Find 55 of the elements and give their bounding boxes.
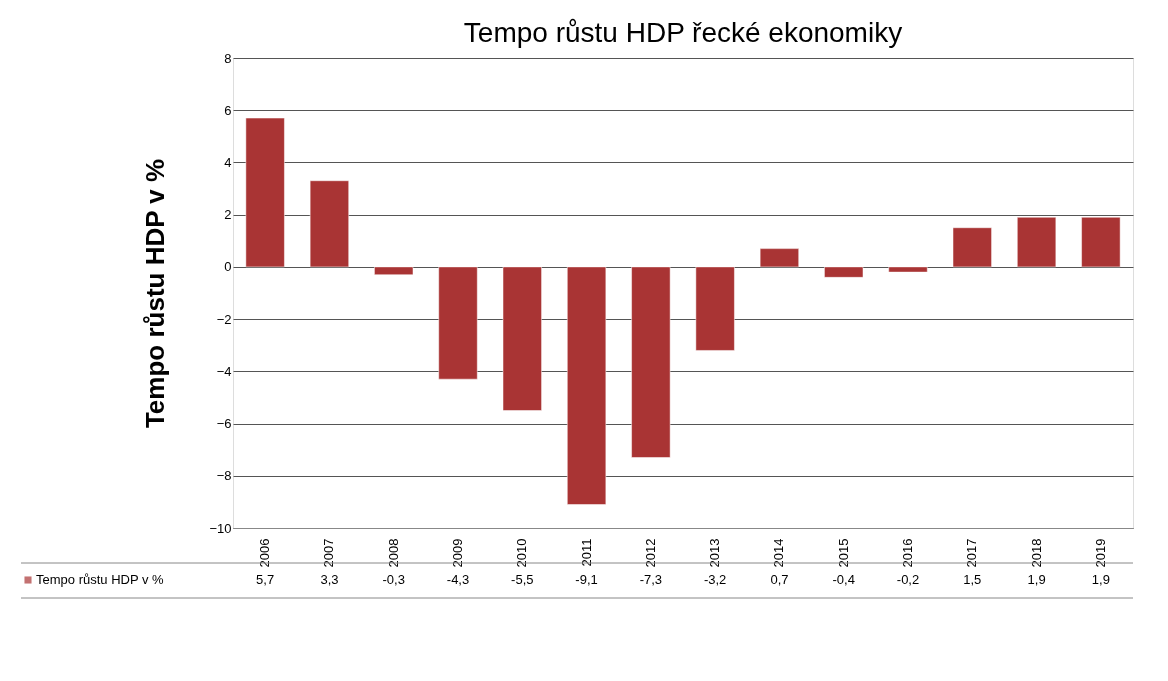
x-tick-label: 2008 — [385, 538, 401, 568]
legend-label: Tempo růstu HDP v % — [36, 572, 165, 587]
data-label: 1,5 — [963, 572, 982, 587]
x-tick-label: 2009 — [450, 538, 465, 568]
bar — [502, 266, 542, 411]
x-tick-label: 2015 — [835, 538, 851, 568]
data-label: 1,9 — [1091, 572, 1110, 587]
data-label: -9,1 — [575, 572, 598, 587]
y-tick-label: −8 — [216, 468, 232, 484]
y-tick-label: 6 — [224, 102, 232, 118]
bar — [1017, 217, 1057, 268]
bar — [888, 266, 928, 273]
data-label: 5,7 — [256, 572, 275, 587]
bar — [374, 266, 414, 275]
bar — [631, 266, 671, 458]
bar — [952, 227, 992, 268]
x-tick-label: 2012 — [642, 538, 658, 568]
x-tick-label: 2017 — [964, 538, 980, 568]
x-tick-label: 2007 — [321, 538, 337, 568]
chart-title: Tempo růstu HDP řecké ekonomiky — [463, 17, 903, 48]
data-label: 1,9 — [1027, 572, 1046, 587]
y-axis-title: Tempo růstu HDP v % — [140, 158, 171, 429]
data-label: -0,2 — [896, 572, 920, 587]
data-label: 0,7 — [770, 572, 789, 587]
x-tick-label: 2010 — [514, 538, 530, 568]
x-tick-label: 2016 — [900, 538, 915, 568]
bar — [309, 180, 349, 268]
bar — [245, 117, 285, 268]
data-label: -0,3 — [382, 572, 405, 587]
x-tick-label: 2006 — [257, 538, 273, 568]
y-tick-label: −4 — [216, 363, 232, 379]
bar — [824, 266, 864, 278]
bar — [695, 266, 735, 351]
data-label: -4,3 — [446, 572, 470, 587]
y-tick-label: 8 — [224, 50, 232, 66]
x-tick-label: 2018 — [1028, 538, 1044, 568]
y-tick-label: −10 — [209, 520, 232, 536]
bar — [567, 266, 607, 505]
x-tick-label: 2019 — [1092, 538, 1108, 568]
x-tick-label: 2014 — [771, 538, 787, 568]
x-tick-label: 2011 — [578, 538, 594, 567]
y-tick-label: −2 — [216, 311, 232, 327]
data-label: -3,2 — [703, 572, 727, 587]
bar — [1081, 217, 1121, 268]
y-tick-label: 2 — [224, 207, 232, 223]
y-tick-label: 0 — [224, 259, 232, 275]
bar — [759, 248, 799, 268]
x-tick-label: 2013 — [707, 538, 723, 568]
data-label: 3,3 — [320, 572, 339, 587]
data-label: -7,3 — [639, 572, 663, 587]
y-tick-label: 4 — [224, 154, 232, 170]
y-tick-label: −6 — [216, 416, 232, 432]
data-label: -0,4 — [832, 572, 855, 587]
bar — [438, 266, 478, 380]
data-label: -5,5 — [511, 572, 534, 587]
